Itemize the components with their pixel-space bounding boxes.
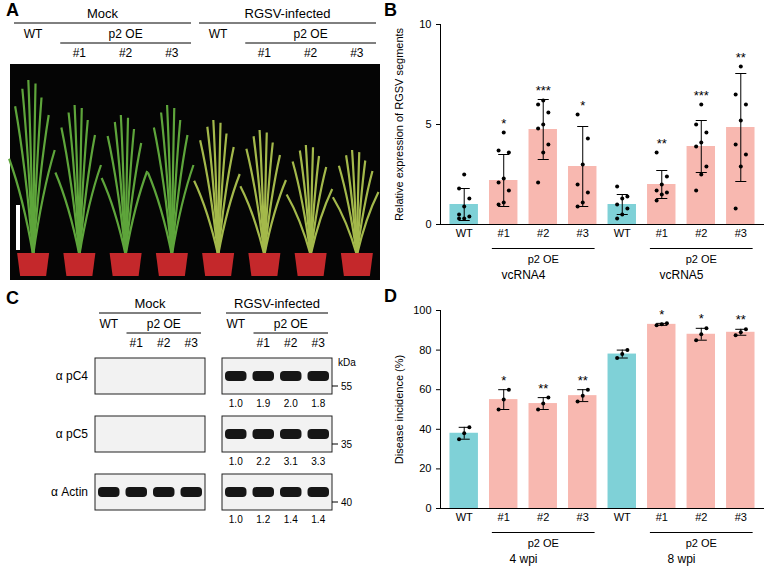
svg-text:#1: #1	[73, 46, 87, 60]
svg-text:p2 OE: p2 OE	[274, 317, 308, 331]
svg-text:1.4: 1.4	[284, 514, 298, 525]
svg-text:#3: #3	[577, 227, 589, 239]
svg-text:Disease incidence (%): Disease incidence (%)	[393, 355, 405, 464]
svg-text:#1: #1	[498, 227, 510, 239]
svg-text:#1: #1	[258, 46, 272, 60]
svg-text:#2: #2	[284, 336, 298, 350]
svg-text:100: 100	[413, 304, 431, 316]
svg-text:WT: WT	[99, 317, 118, 331]
svg-text:RGSV-infected: RGSV-infected	[234, 296, 320, 311]
svg-text:#1: #1	[656, 227, 668, 239]
svg-text:#3: #3	[735, 511, 747, 523]
svg-text:4 wpi: 4 wpi	[509, 552, 537, 566]
svg-text:**: **	[736, 50, 746, 65]
svg-text:#2: #2	[119, 46, 133, 60]
svg-text:#2: #2	[695, 227, 707, 239]
svg-text:#2: #2	[157, 336, 171, 350]
svg-text:p2 OE: p2 OE	[109, 27, 143, 41]
svg-text:p2 OE: p2 OE	[528, 537, 559, 549]
svg-text:1.4: 1.4	[311, 514, 325, 525]
svg-text:#2: #2	[537, 511, 549, 523]
svg-text:WT: WT	[226, 317, 245, 331]
svg-text:#3: #3	[185, 336, 199, 350]
svg-text:α pC4: α pC4	[56, 369, 89, 383]
svg-text:#3: #3	[165, 46, 179, 60]
svg-text:Relative expression of RGSV se: Relative expression of RGSV segments	[393, 27, 405, 221]
svg-text:55: 55	[341, 381, 353, 392]
svg-text:80: 80	[419, 344, 431, 356]
svg-text:vcRNA4: vcRNA4	[501, 268, 545, 282]
svg-text:*: *	[699, 311, 704, 326]
svg-text:p2 OE: p2 OE	[147, 317, 181, 331]
svg-text:#1: #1	[498, 511, 510, 523]
svg-text:WT: WT	[209, 27, 228, 41]
html-text:B: B	[384, 0, 397, 20]
svg-text:Mock: Mock	[87, 6, 119, 21]
svg-text:p2 OE: p2 OE	[686, 253, 717, 265]
svg-text:Mock: Mock	[134, 296, 166, 311]
svg-text:WT: WT	[456, 227, 473, 239]
svg-text:α Actin: α Actin	[51, 485, 88, 499]
svg-text:*: *	[501, 116, 506, 131]
svg-text:1.0: 1.0	[229, 456, 243, 467]
svg-text:**: **	[657, 136, 667, 151]
svg-text:**: **	[578, 373, 588, 388]
svg-text:#1: #1	[257, 336, 271, 350]
svg-text:p2 OE: p2 OE	[294, 27, 328, 41]
html-text:D: D	[384, 286, 397, 306]
svg-text:3.1: 3.1	[284, 456, 298, 467]
svg-text:*: *	[580, 98, 585, 113]
svg-text:2.0: 2.0	[284, 398, 298, 409]
svg-text:#2: #2	[304, 46, 318, 60]
svg-text:WT: WT	[456, 511, 473, 523]
svg-text:***: ***	[536, 83, 551, 98]
html-text:A: A	[6, 0, 19, 20]
svg-text:RGSV-infected: RGSV-infected	[245, 6, 331, 21]
svg-text:40: 40	[419, 423, 431, 435]
svg-text:WT: WT	[614, 511, 631, 523]
svg-text:35: 35	[341, 439, 353, 450]
svg-text:40: 40	[341, 497, 353, 508]
svg-text:kDa: kDa	[338, 357, 356, 368]
svg-text:2.2: 2.2	[256, 456, 270, 467]
svg-text:#2: #2	[695, 511, 707, 523]
svg-text:1.8: 1.8	[311, 398, 325, 409]
svg-text:#3: #3	[735, 227, 747, 239]
html-text:C: C	[6, 288, 19, 308]
svg-text:WT: WT	[24, 27, 43, 41]
svg-text:***: ***	[694, 88, 709, 103]
svg-text:p2 OE: p2 OE	[686, 537, 717, 549]
svg-text:#2: #2	[537, 227, 549, 239]
svg-text:8 wpi: 8 wpi	[668, 552, 696, 566]
svg-text:**: **	[736, 312, 746, 327]
svg-text:5: 5	[425, 118, 431, 130]
svg-text:#3: #3	[577, 511, 589, 523]
svg-text:vcRNA5: vcRNA5	[660, 268, 704, 282]
svg-text:*: *	[659, 307, 664, 322]
svg-text:20: 20	[419, 462, 431, 474]
svg-text:0: 0	[425, 218, 431, 230]
svg-text:**: **	[538, 381, 548, 396]
svg-text:10: 10	[419, 18, 431, 30]
svg-text:1.0: 1.0	[229, 514, 243, 525]
svg-text:60: 60	[419, 383, 431, 395]
svg-text:p2 OE: p2 OE	[528, 253, 559, 265]
svg-text:0: 0	[425, 502, 431, 514]
svg-text:1.2: 1.2	[256, 514, 270, 525]
svg-text:#3: #3	[350, 46, 364, 60]
svg-text:#3: #3	[312, 336, 326, 350]
svg-text:3.3: 3.3	[311, 456, 325, 467]
svg-text:1.0: 1.0	[229, 398, 243, 409]
svg-text:#1: #1	[130, 336, 144, 350]
svg-text:*: *	[501, 373, 506, 388]
svg-text:α pC5: α pC5	[56, 427, 89, 441]
svg-text:1.9: 1.9	[256, 398, 270, 409]
svg-text:#1: #1	[656, 511, 668, 523]
svg-text:WT: WT	[614, 227, 631, 239]
